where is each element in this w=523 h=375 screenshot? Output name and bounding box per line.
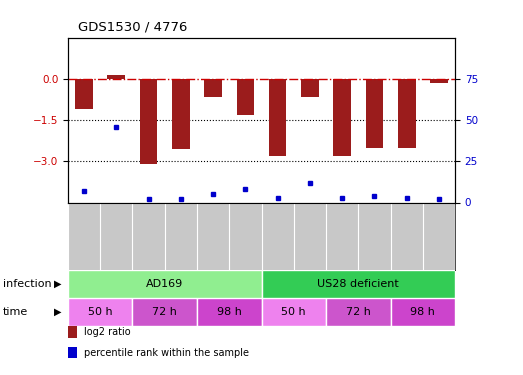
- Bar: [301, 79, 319, 97]
- Bar: [132, 298, 197, 326]
- Bar: [236, 79, 254, 114]
- Bar: [140, 79, 157, 164]
- Text: 72 h: 72 h: [346, 307, 371, 317]
- Bar: [430, 79, 448, 83]
- Bar: [326, 298, 391, 326]
- Text: 98 h: 98 h: [217, 307, 242, 317]
- Text: percentile rank within the sample: percentile rank within the sample: [84, 348, 248, 357]
- Text: 72 h: 72 h: [152, 307, 177, 317]
- Bar: [68, 270, 262, 298]
- Text: GDS1530 / 4776: GDS1530 / 4776: [78, 21, 188, 34]
- Text: 98 h: 98 h: [411, 307, 435, 317]
- Text: log2 ratio: log2 ratio: [84, 327, 130, 337]
- Text: 50 h: 50 h: [281, 307, 306, 317]
- Text: ▶: ▶: [54, 307, 61, 317]
- Bar: [197, 298, 262, 326]
- Text: time: time: [3, 307, 28, 317]
- Bar: [75, 79, 93, 109]
- Bar: [204, 79, 222, 97]
- Bar: [262, 298, 326, 326]
- Bar: [172, 79, 190, 149]
- Bar: [108, 75, 125, 79]
- Bar: [262, 270, 455, 298]
- Text: infection: infection: [3, 279, 51, 289]
- Bar: [398, 79, 415, 147]
- Text: US28 deficient: US28 deficient: [317, 279, 399, 289]
- Bar: [333, 79, 351, 156]
- Text: AD169: AD169: [146, 279, 184, 289]
- Bar: [269, 79, 287, 156]
- Bar: [366, 79, 383, 147]
- Text: ▶: ▶: [54, 279, 61, 289]
- Bar: [391, 298, 455, 326]
- Text: 50 h: 50 h: [88, 307, 112, 317]
- Bar: [68, 298, 132, 326]
